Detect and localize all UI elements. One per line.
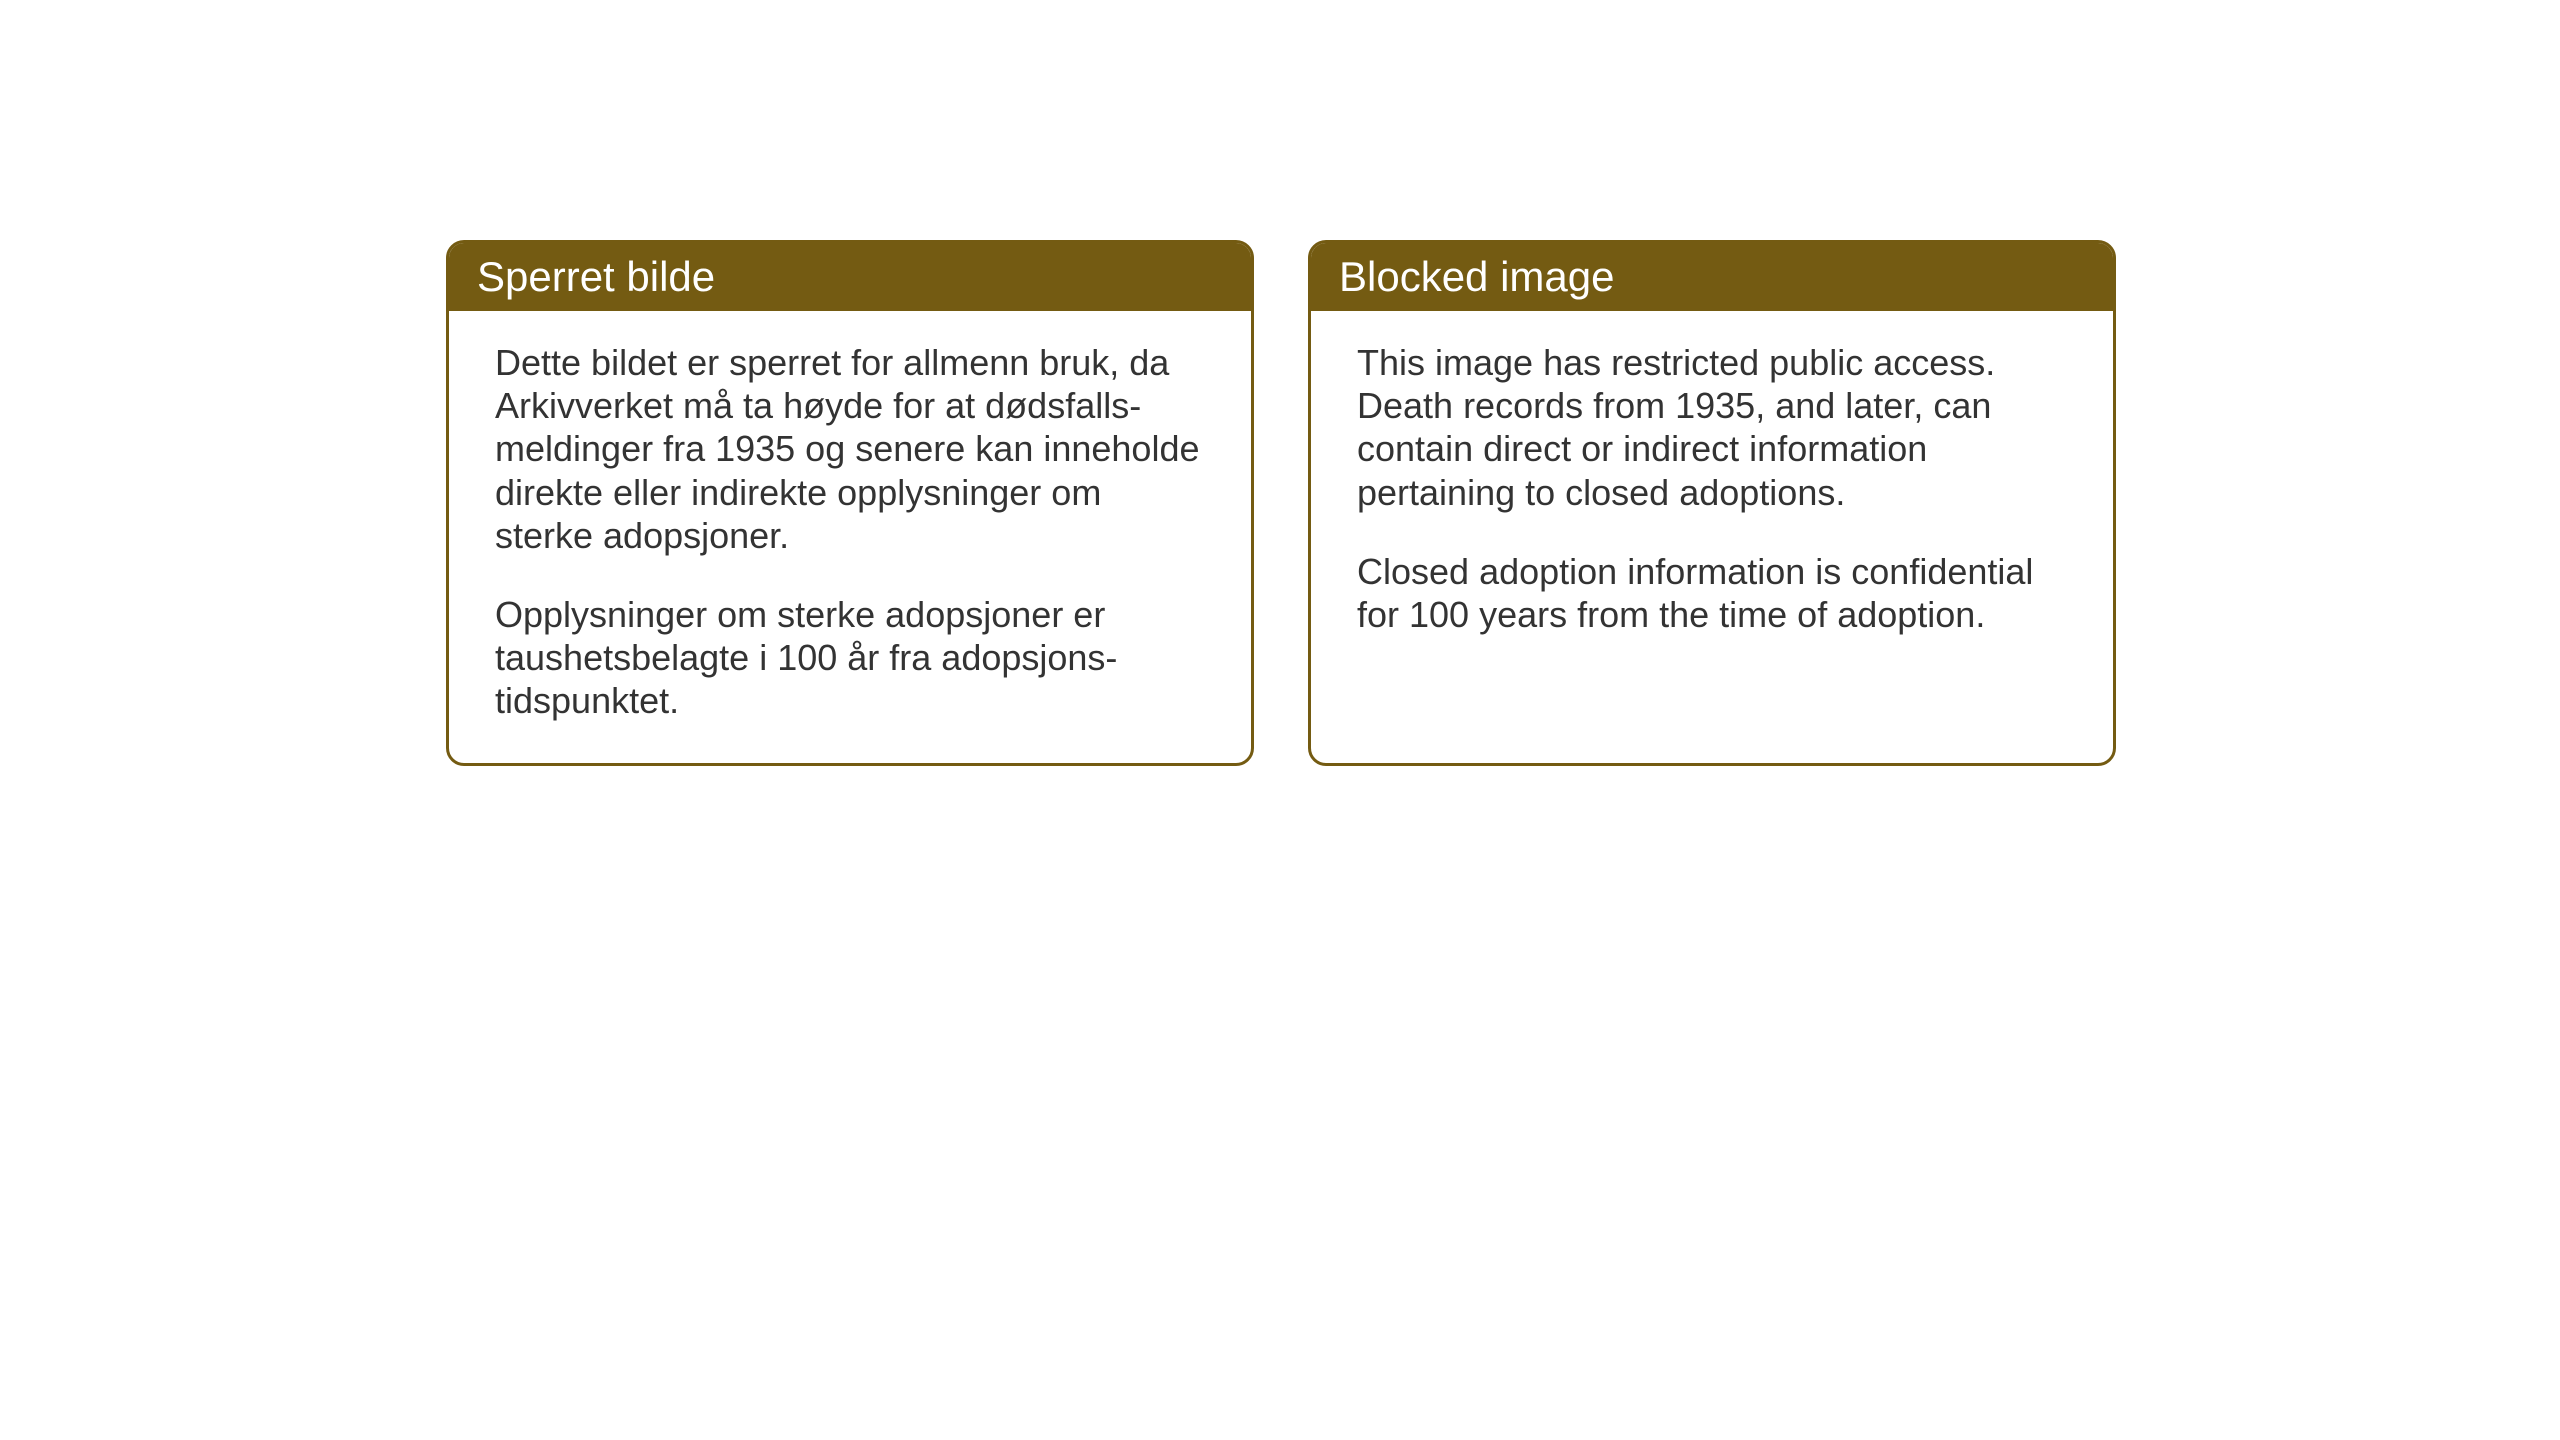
card-body-norwegian: Dette bildet er sperret for allmenn bruk… (449, 311, 1251, 763)
card-paragraph-norwegian-1: Dette bildet er sperret for allmenn bruk… (495, 341, 1205, 557)
notice-card-norwegian: Sperret bilde Dette bildet er sperret fo… (446, 240, 1254, 766)
notice-card-english: Blocked image This image has restricted … (1308, 240, 2116, 766)
card-paragraph-english-1: This image has restricted public access.… (1357, 341, 2067, 514)
card-paragraph-norwegian-2: Opplysninger om sterke adopsjoner er tau… (495, 593, 1205, 723)
notice-container: Sperret bilde Dette bildet er sperret fo… (446, 240, 2116, 766)
card-paragraph-english-2: Closed adoption information is confident… (1357, 550, 2067, 636)
card-header-norwegian: Sperret bilde (449, 243, 1251, 311)
card-title-english: Blocked image (1339, 253, 1614, 300)
card-header-english: Blocked image (1311, 243, 2113, 311)
card-title-norwegian: Sperret bilde (477, 253, 715, 300)
card-body-english: This image has restricted public access.… (1311, 311, 2113, 676)
